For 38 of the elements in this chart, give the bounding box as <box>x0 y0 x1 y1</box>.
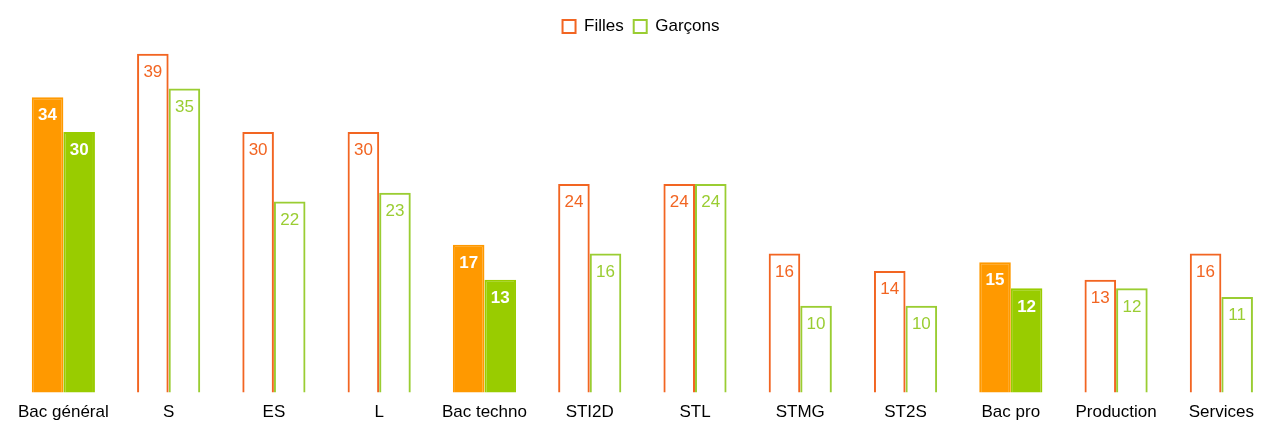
x-tick-label: S <box>162 402 175 422</box>
data-label: 11 <box>1228 305 1246 325</box>
data-label: 14 <box>880 279 900 299</box>
legend-label: Filles <box>584 16 624 36</box>
data-label: 34 <box>38 105 58 125</box>
data-label: 16 <box>775 261 794 281</box>
x-tick-label: STL <box>679 402 711 422</box>
data-label: 22 <box>280 209 300 229</box>
x-tick-label: ES <box>262 402 286 422</box>
data-label: 16 <box>1196 261 1216 281</box>
x-tick-label: L <box>374 402 384 422</box>
data-label: 24 <box>564 192 584 212</box>
legend-label: Garçons <box>655 16 720 36</box>
data-label: 30 <box>248 140 268 160</box>
data-label: 30 <box>353 140 373 160</box>
x-tick-label: STI2D <box>565 402 614 422</box>
data-label: 39 <box>143 61 163 81</box>
data-label: 35 <box>174 96 194 116</box>
x-tick-label: Bac pro <box>981 402 1041 422</box>
data-label: 24 <box>669 192 689 212</box>
data-label: 13 <box>490 287 510 307</box>
data-label: 10 <box>806 313 826 333</box>
x-tick-label: STMG <box>775 402 825 422</box>
data-label: 10 <box>911 313 931 333</box>
x-tick-label: Bac techno <box>441 402 527 422</box>
data-label: 17 <box>459 253 479 273</box>
data-label: 15 <box>985 270 1005 290</box>
data-label: 30 <box>69 140 89 160</box>
data-label: 13 <box>1090 287 1110 307</box>
x-tick-label: Bac général <box>18 402 109 422</box>
x-tick-label: ST2S <box>884 402 927 422</box>
data-label: 16 <box>596 261 615 281</box>
x-tick-label: Production <box>1075 402 1157 422</box>
data-label: 24 <box>701 192 721 212</box>
data-label: 23 <box>385 200 405 220</box>
x-tick-label: Services <box>1188 402 1254 422</box>
data-label: 12 <box>1017 296 1037 316</box>
data-label: 12 <box>1122 296 1142 316</box>
